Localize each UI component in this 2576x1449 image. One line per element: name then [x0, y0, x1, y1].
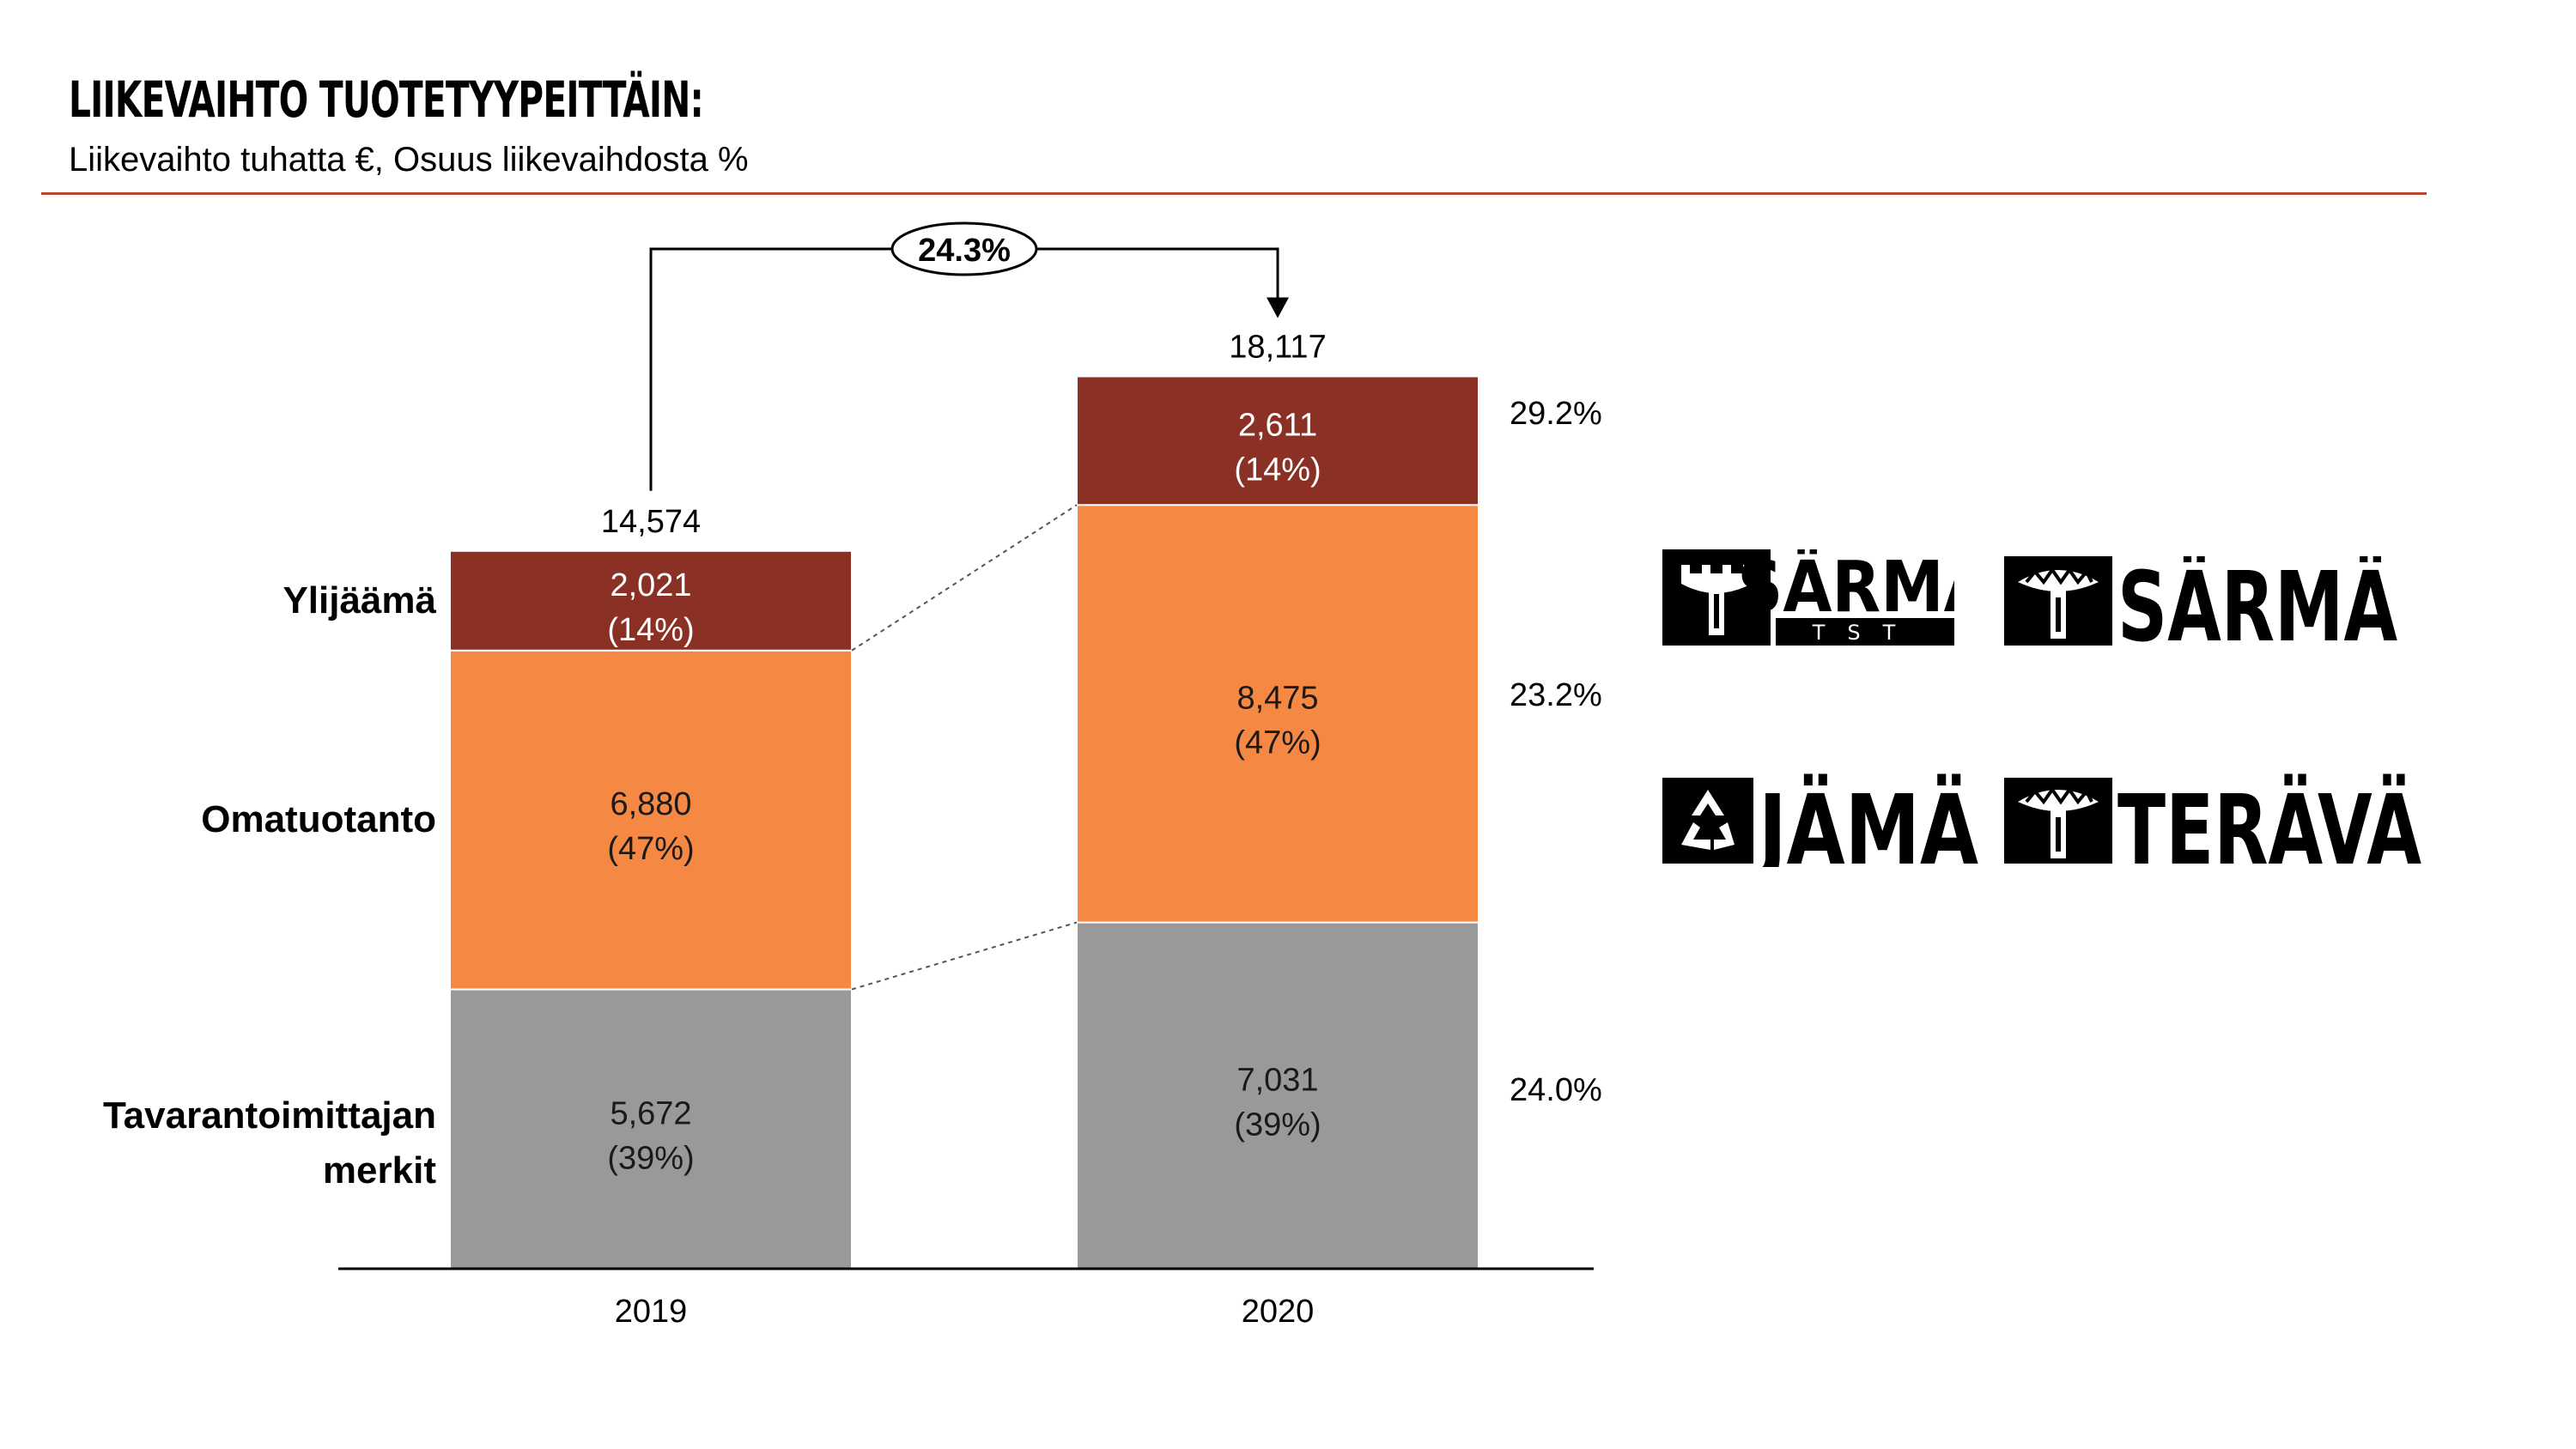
- total-value-label: 18,117: [1229, 329, 1326, 365]
- bar-segment-ylij-m--2020: [1076, 375, 1479, 506]
- logo-sarma: SÄRMÄ: [2004, 550, 2399, 664]
- segment-value-label: 2,021: [610, 567, 691, 603]
- segment-share-label: (14%): [1234, 452, 1321, 488]
- title-divider: [41, 192, 2427, 195]
- segment-value-label: 8,475: [1236, 680, 1318, 716]
- logo-jama: JÄMÄ: [1662, 773, 1980, 887]
- slide-title: LIIKEVAIHTO TUOTETYYPEITTÄIN:: [69, 70, 704, 129]
- dashed-connector-line: [851, 504, 1078, 652]
- bar-segment-tavarantoimittajan-merkit-2019: [449, 988, 853, 1270]
- growth-label: 29.2%: [1510, 396, 1602, 432]
- logo-name: SÄRMÄ: [1737, 549, 1954, 628]
- segment-value-label: 2,611: [1238, 407, 1317, 443]
- growth-arrow-head: [1267, 297, 1289, 318]
- logo-name: TERÄVÄ: [2117, 773, 2421, 867]
- logo-name: JÄMÄ: [1754, 773, 1978, 867]
- bar-segment-omatuotanto-2019: [449, 649, 853, 991]
- bar-segment-tavarantoimittajan-merkit-2020: [1076, 921, 1479, 1270]
- growth-label: 24.0%: [1510, 1072, 1602, 1108]
- tower-icon: [2004, 556, 2112, 646]
- logo-terava: TERÄVÄ: [2004, 773, 2425, 887]
- series-label: Omatuotanto: [201, 798, 436, 840]
- slide-subtitle: Liikevaihto tuhatta €, Osuus liikevaihdo…: [69, 141, 749, 179]
- tower-icon: [2004, 778, 2112, 864]
- growth-label: 23.2%: [1510, 677, 1602, 713]
- logo-sub: TST: [1812, 621, 1918, 645]
- segment-value-label: 6,880: [610, 786, 691, 822]
- series-label-line: Tavarantoimittajan: [103, 1094, 436, 1137]
- segment-share-label: (14%): [607, 612, 694, 648]
- growth-badge: [890, 221, 1038, 276]
- series-label: Ylijäämä: [283, 579, 436, 621]
- series-label-line: merkit: [323, 1149, 436, 1191]
- logo-sarma-tst: SÄRMÄ TST: [1662, 546, 1993, 650]
- segment-value-label: 5,672: [610, 1095, 691, 1131]
- total-value-label: 14,574: [601, 504, 701, 540]
- tower-icon: [1662, 549, 1771, 646]
- logo-name: SÄRMÄ: [2117, 556, 2397, 646]
- bar-segment-ylij-m--2019: [449, 549, 853, 652]
- recycle-icon: [1662, 778, 1753, 864]
- dashed-connector-line: [851, 921, 1078, 991]
- segment-share-label: (47%): [607, 831, 694, 867]
- segment-value-label: 7,031: [1236, 1062, 1318, 1098]
- series-label: Tavarantoimittajan merkit: [103, 1094, 436, 1191]
- bar-segment-omatuotanto-2020: [1076, 504, 1479, 924]
- segment-share-label: (39%): [607, 1140, 694, 1176]
- total-growth-label: 24.3%: [918, 233, 1011, 269]
- segment-share-label: (39%): [1234, 1106, 1321, 1143]
- segment-share-label: (47%): [1234, 724, 1321, 761]
- x-tick-label: 2019: [615, 1294, 688, 1330]
- x-tick-label: 2020: [1242, 1294, 1315, 1330]
